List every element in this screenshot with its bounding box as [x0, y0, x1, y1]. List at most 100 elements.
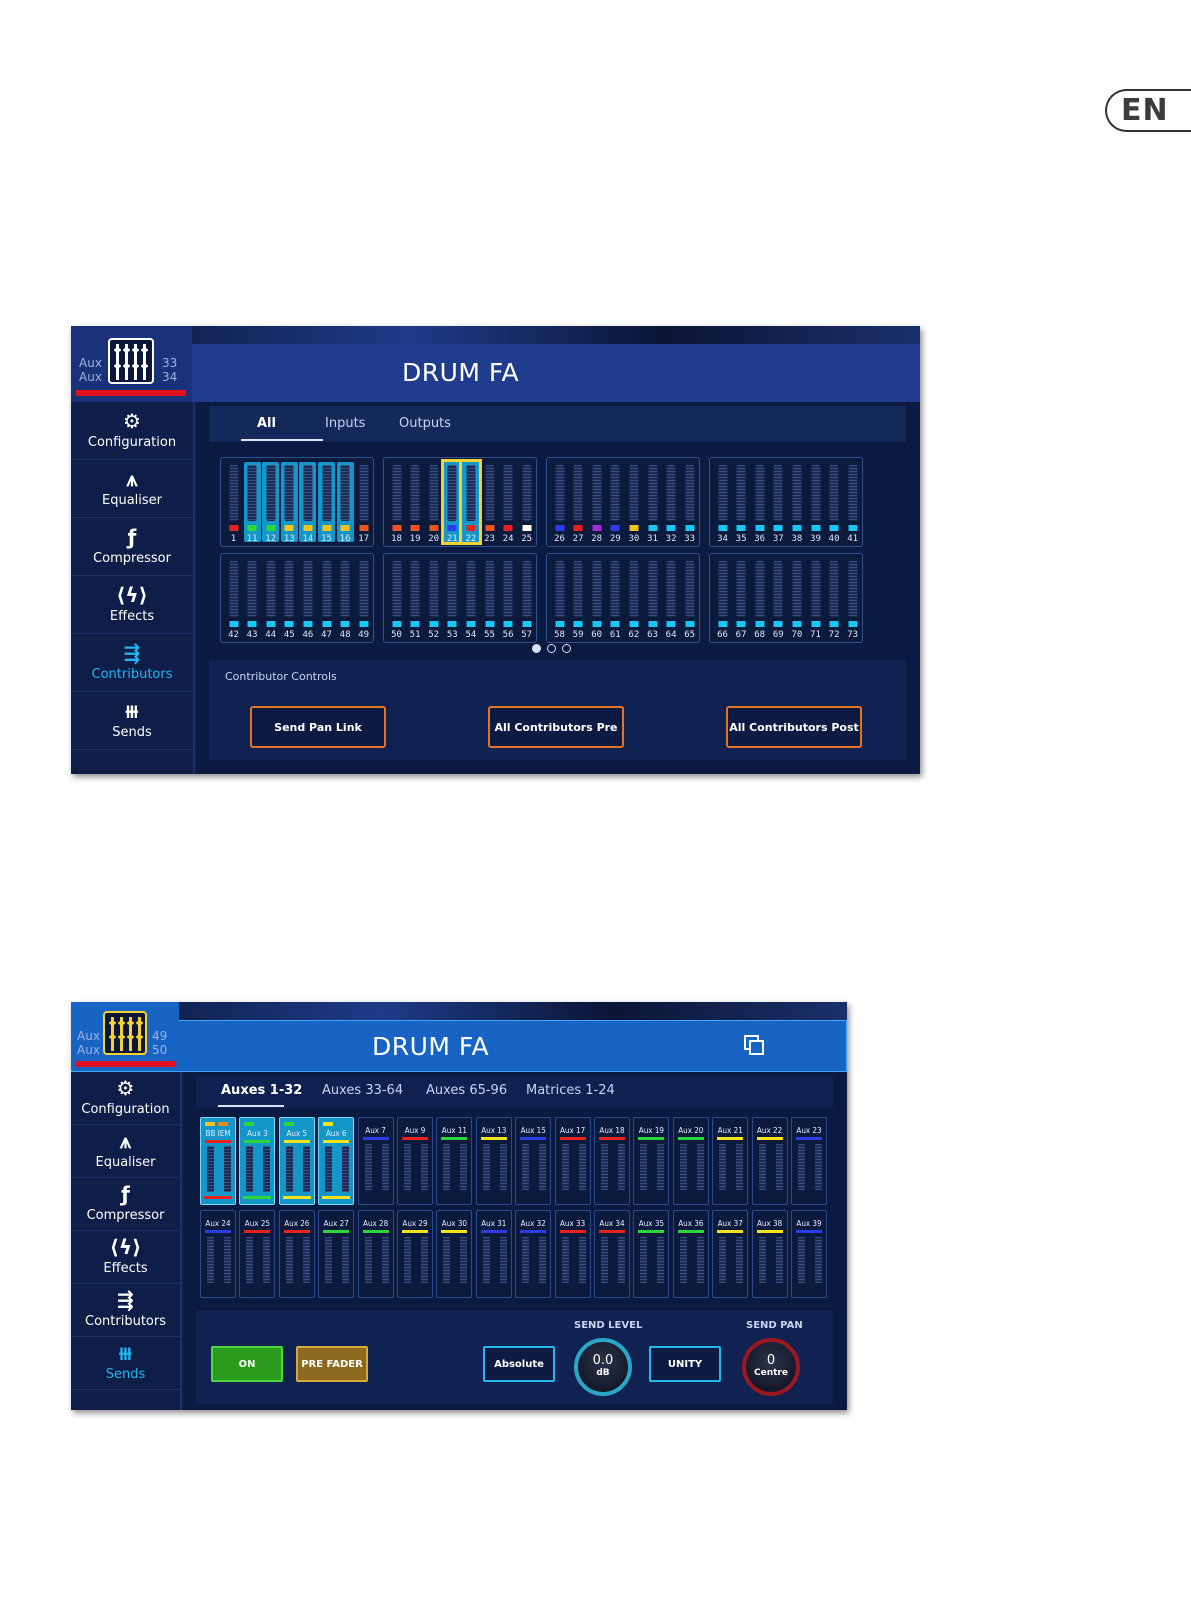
aux-send-strip[interactable]: Aux 11 [436, 1117, 473, 1205]
channel-strip[interactable]: 38 [788, 462, 805, 544]
channel-strip[interactable]: 1 [225, 462, 242, 544]
channel-strip[interactable]: 65 [681, 558, 698, 640]
tab-auxes-65-96[interactable]: Auxes 65-96 [426, 1083, 508, 1098]
channel-strip[interactable]: 59 [570, 558, 587, 640]
aux-send-strip[interactable]: Aux 9 [397, 1117, 433, 1205]
sidebar-item-equaliser[interactable]: ⩚ Equaliser [71, 460, 193, 518]
channel-strip[interactable]: 49 [355, 558, 372, 640]
aux-send-strip[interactable]: Aux 25 [239, 1210, 276, 1298]
channel-strip[interactable]: 41 [844, 462, 861, 544]
sidebar-item-compressor[interactable]: ƒ Compressor [71, 518, 193, 576]
aux-send-strip[interactable]: Aux 39 [791, 1210, 827, 1298]
channel-strip[interactable]: 32 [663, 462, 680, 544]
channel-strip[interactable]: 55 [481, 558, 498, 640]
all-contributors-post-button[interactable]: All Contributors Post [726, 706, 862, 748]
channel-strip[interactable]: 30 [625, 462, 642, 544]
channel-strip[interactable]: 60 [588, 558, 605, 640]
channel-strip[interactable]: 70 [788, 558, 805, 640]
tab-matrices-1-24[interactable]: Matrices 1-24 [526, 1083, 615, 1098]
aux-send-strip[interactable]: Aux 3 [239, 1117, 276, 1205]
channel-strip[interactable]: 21 [440, 459, 464, 545]
aux-send-strip[interactable]: Aux 29 [397, 1210, 433, 1298]
channel-strip[interactable]: 15 [318, 462, 335, 544]
channel-strip[interactable]: 62 [625, 558, 642, 640]
channel-strip[interactable]: 17 [355, 462, 372, 544]
aux-send-strip[interactable]: Aux 38 [751, 1210, 788, 1298]
sidebar-item-effects[interactable]: ⟨ϟ⟩ Effects [71, 1231, 180, 1284]
tab-auxes-33-64[interactable]: Auxes 33-64 [322, 1083, 404, 1098]
aux-send-strip[interactable]: Aux 21 [712, 1117, 749, 1205]
aux-send-strip[interactable]: Aux 33 [554, 1210, 591, 1298]
channel-strip[interactable]: 36 [751, 462, 768, 544]
page-dot[interactable] [532, 644, 541, 653]
channel-strip[interactable]: 18 [388, 462, 405, 544]
aux-send-strip[interactable]: Aux 35 [633, 1210, 670, 1298]
aux-send-strip[interactable]: Aux 32 [515, 1210, 552, 1298]
channel-strip[interactable]: 73 [844, 558, 861, 640]
sidebar-item-effects[interactable]: ⟨ϟ⟩ Effects [71, 576, 193, 634]
aux-send-strip[interactable]: BB IEM [200, 1117, 236, 1205]
channel-strip[interactable]: 19 [407, 462, 424, 544]
sidebar-item-sends[interactable]: ⧻ Sends [71, 1337, 180, 1390]
aux-send-strip[interactable]: Aux 31 [475, 1210, 512, 1298]
sidebar-item-sends[interactable]: ⧻ Sends [71, 692, 193, 750]
channel-strip[interactable]: 34 [714, 462, 731, 544]
channel-strip[interactable]: 43 [244, 558, 261, 640]
channel-strip[interactable]: 56 [500, 558, 517, 640]
aux-send-strip[interactable]: Aux 19 [633, 1117, 670, 1205]
channel-strip[interactable]: 66 [714, 558, 731, 640]
channel-strip[interactable]: 25 [518, 462, 535, 544]
channel-strip[interactable]: 71 [807, 558, 824, 640]
sidebar-item-compressor[interactable]: ƒ Compressor [71, 1178, 180, 1231]
send-pan-link-button[interactable]: Send Pan Link [250, 706, 386, 748]
channel-strip[interactable]: 42 [225, 558, 242, 640]
aux-send-strip[interactable]: Aux 36 [672, 1210, 709, 1298]
channel-strip[interactable]: 23 [481, 462, 498, 544]
channel-strip[interactable]: 69 [770, 558, 787, 640]
unity-button[interactable]: UNITY [649, 1346, 721, 1382]
pre-fader-button[interactable]: PRE FADER [296, 1346, 368, 1382]
aux-send-strip[interactable]: Aux 15 [515, 1117, 552, 1205]
tab-all[interactable]: All [257, 416, 276, 431]
aux-send-strip[interactable]: Aux 6 [318, 1117, 355, 1205]
channel-selector[interactable]: Aux Aux 49 50 [71, 1002, 179, 1070]
aux-send-strip[interactable]: Aux 20 [672, 1117, 709, 1205]
channel-strip[interactable]: 48 [337, 558, 354, 640]
all-contributors-pre-button[interactable]: All Contributors Pre [488, 706, 624, 748]
channel-strip[interactable]: 72 [826, 558, 843, 640]
channel-strip[interactable]: 47 [318, 558, 335, 640]
channel-strip[interactable]: 54 [462, 558, 479, 640]
on-button[interactable]: ON [211, 1346, 283, 1382]
sidebar-item-contributors[interactable]: ⇶ Contributors [71, 1284, 180, 1337]
channel-strip[interactable]: 39 [807, 462, 824, 544]
channel-strip[interactable]: 22 [459, 459, 483, 545]
channel-strip[interactable]: 13 [280, 462, 298, 544]
channel-strip[interactable]: 53 [444, 558, 461, 640]
page-dot[interactable] [562, 644, 571, 653]
send-level-knob[interactable]: 0.0 dB [574, 1338, 632, 1396]
tab-auxes-1-32[interactable]: Auxes 1-32 [221, 1083, 303, 1098]
aux-send-strip[interactable]: Aux 28 [357, 1210, 394, 1298]
channel-strip[interactable]: 58 [551, 558, 568, 640]
aux-send-strip[interactable]: Aux 18 [594, 1117, 630, 1205]
absolute-button[interactable]: Absolute [483, 1346, 555, 1382]
channel-strip[interactable]: 68 [751, 558, 768, 640]
aux-send-strip[interactable]: Aux 27 [318, 1210, 355, 1298]
channel-strip[interactable]: 46 [299, 558, 316, 640]
channel-strip[interactable]: 67 [733, 558, 750, 640]
channel-strip[interactable]: 27 [570, 462, 587, 544]
channel-strip[interactable]: 29 [607, 462, 624, 544]
sidebar-item-equaliser[interactable]: ⩚ Equaliser [71, 1125, 180, 1178]
aux-send-strip[interactable]: Aux 24 [200, 1210, 236, 1298]
aux-send-strip[interactable]: Aux 17 [554, 1117, 591, 1205]
channel-strip[interactable]: 12 [262, 462, 280, 544]
channel-strip[interactable]: 61 [607, 558, 624, 640]
channel-strip[interactable]: 33 [681, 462, 698, 544]
aux-send-strip[interactable]: Aux 26 [278, 1210, 315, 1298]
channel-strip[interactable]: 40 [826, 462, 843, 544]
channel-strip[interactable]: 51 [407, 558, 424, 640]
aux-send-strip[interactable]: Aux 37 [712, 1210, 749, 1298]
sidebar-item-contributors[interactable]: ⇶ Contributors [71, 634, 193, 692]
aux-send-strip[interactable]: Aux 23 [791, 1117, 827, 1205]
channel-strip[interactable]: 52 [425, 558, 442, 640]
